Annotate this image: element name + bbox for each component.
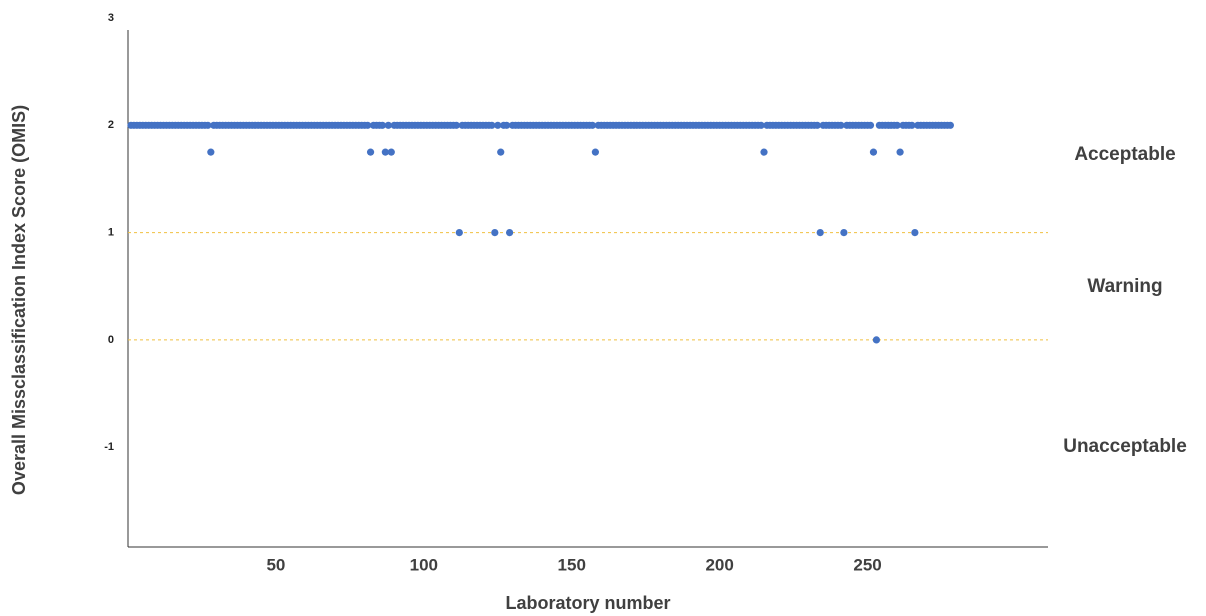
data-point (204, 121, 212, 129)
data-point (491, 229, 499, 237)
data-point (387, 148, 395, 156)
data-point (506, 229, 514, 237)
data-point (946, 121, 954, 129)
zone-label: Warning (1087, 276, 1162, 297)
data-point (494, 121, 502, 129)
data-point (488, 121, 496, 129)
data-point (840, 229, 848, 237)
data-point (813, 121, 821, 129)
data-point (378, 121, 387, 129)
y-tick-label: 1 (108, 227, 114, 239)
data-point (869, 148, 878, 156)
data-point (757, 121, 765, 129)
data-point (455, 229, 463, 237)
zone-label: Unacceptable (1063, 436, 1187, 457)
data-point (893, 121, 901, 129)
data-point (591, 148, 599, 156)
data-point (816, 229, 824, 237)
x-tick-label: 100 (410, 555, 438, 574)
data-point (837, 121, 845, 129)
y-tick-label: -1 (104, 441, 114, 453)
data-point (384, 121, 392, 129)
x-axis-title: Laboratory number (505, 593, 670, 613)
data-point (866, 121, 875, 129)
x-tick-label: 250 (853, 555, 881, 574)
data-point (588, 121, 597, 129)
data-point (497, 148, 505, 156)
data-point (503, 121, 511, 129)
data-point (911, 229, 919, 237)
y-tick-label: 3 (108, 12, 114, 24)
data-point (908, 121, 916, 129)
data-point (381, 148, 389, 156)
data-point (207, 148, 215, 156)
zone-label: Acceptable (1074, 144, 1175, 165)
data-point (364, 121, 372, 129)
data-point (760, 148, 768, 156)
data-point (872, 336, 881, 344)
data-point (896, 148, 904, 156)
x-tick-label: 50 (266, 555, 285, 574)
y-tick-label: 0 (108, 334, 114, 346)
data-point (366, 148, 375, 156)
y-tick-label: 2 (108, 119, 114, 131)
x-tick-label: 150 (558, 555, 586, 574)
y-axis-title: Overall Missclassification Index Score (… (9, 105, 29, 495)
x-tick-label: 200 (705, 555, 733, 574)
data-point (452, 121, 460, 129)
